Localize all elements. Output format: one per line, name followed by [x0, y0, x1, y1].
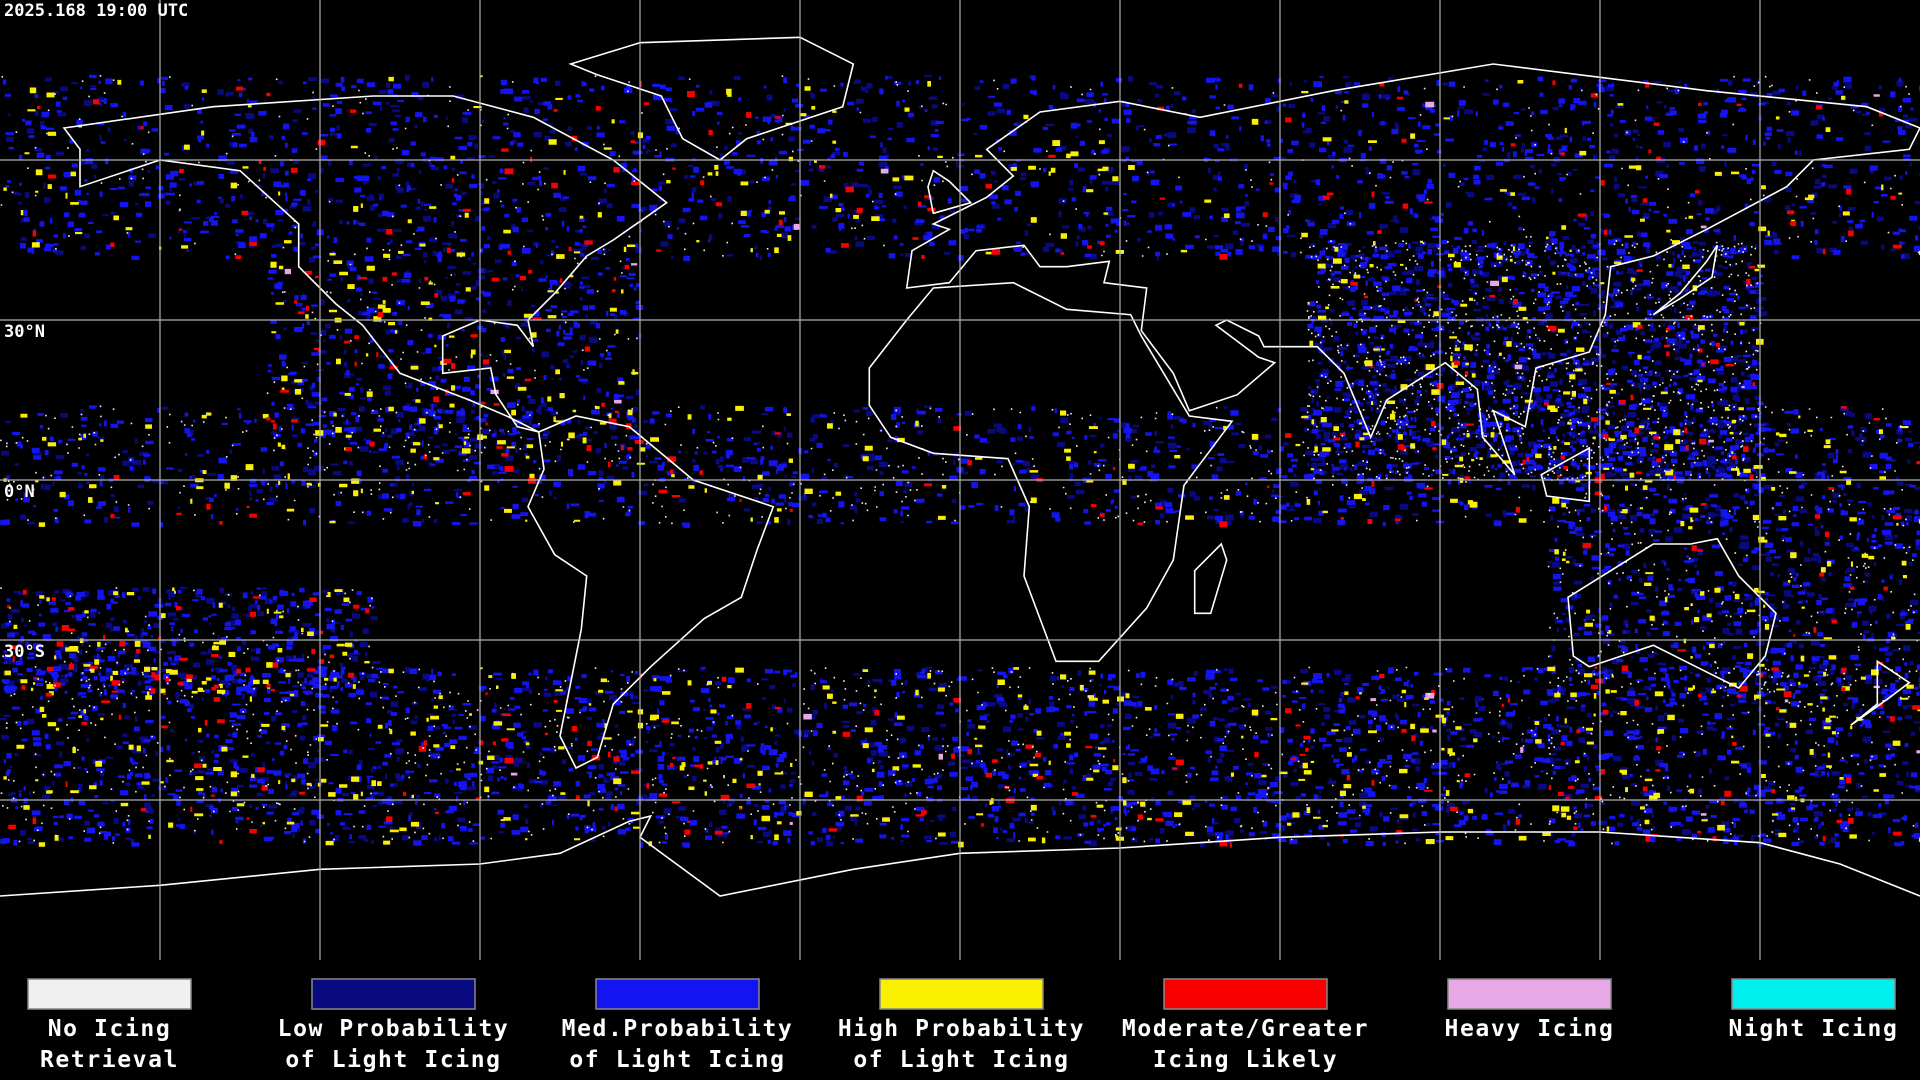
legend-label: Low Probability — [278, 1016, 510, 1042]
legend-label: of Light Icing — [853, 1047, 1069, 1073]
latitude-label: 30°S — [4, 642, 45, 662]
legend-label: High Probability — [838, 1016, 1085, 1042]
legend-label: of Light Icing — [569, 1047, 785, 1073]
coastlines — [0, 36, 1920, 897]
legend-swatch — [595, 978, 760, 1010]
coastline — [1540, 446, 1591, 503]
legend-swatch — [311, 978, 476, 1010]
antarctica-coastline — [0, 814, 1920, 897]
legend-label: Moderate/Greater — [1122, 1016, 1369, 1042]
legend-swatch — [1447, 978, 1612, 1010]
coastline — [905, 63, 1920, 476]
coastline — [527, 415, 775, 770]
coastline — [927, 169, 973, 215]
legend-label: Heavy Icing — [1445, 1016, 1615, 1042]
latitude-label: 30°N — [4, 322, 45, 342]
legend: No Icing Retrieval Low Probability of Light… — [27, 978, 1899, 1073]
legend-label: Night Icing — [1729, 1016, 1899, 1042]
coastline — [1652, 244, 1719, 316]
legend-label: Icing Likely — [1153, 1047, 1338, 1073]
coastline — [1850, 659, 1911, 726]
legend-label: Retrieval — [40, 1047, 179, 1073]
graticule — [0, 0, 1920, 960]
legend-label: No Icing — [48, 1016, 172, 1042]
legend-swatch — [879, 978, 1044, 1010]
timestamp: 2025.168 19:00 UTC — [4, 1, 188, 21]
legend-swatch — [1163, 978, 1328, 1010]
coastline — [1193, 542, 1228, 615]
legend-label: of Light Icing — [285, 1047, 501, 1073]
legend-label: Med.Probability — [562, 1016, 794, 1042]
icing-texture — [0, 74, 1920, 848]
legend-swatch — [27, 978, 192, 1010]
latitude-label: 0°N — [4, 482, 35, 502]
legend-swatch — [1731, 978, 1896, 1010]
coastline — [868, 281, 1234, 663]
coastline — [62, 95, 669, 433]
icing-data-layer — [0, 74, 1920, 848]
